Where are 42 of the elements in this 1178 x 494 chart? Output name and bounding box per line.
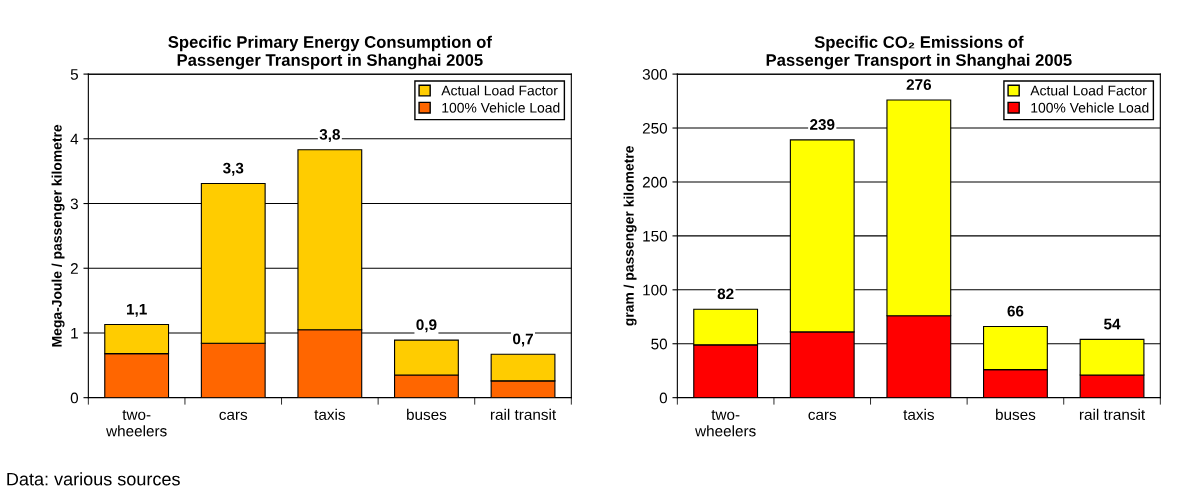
y-tick-label: 2 <box>70 263 78 274</box>
x-tick-label: two- wheelers <box>695 409 756 437</box>
total-label: 0,7 <box>513 333 533 347</box>
legend-label: 100% Vehicle Load <box>1031 102 1149 113</box>
y-tick-label: 0 <box>659 392 668 404</box>
y-tick-label: 3 <box>70 198 78 210</box>
x-tick-label: taxis <box>314 408 345 420</box>
y-axis-title: gram / passenger kilometre <box>623 146 637 326</box>
y-axis-title: Mega-Joule / passenger kilometre <box>51 124 65 347</box>
y-tick-label: 250 <box>642 122 668 134</box>
y-tick-label: 150 <box>643 230 668 242</box>
total-label: 3,3 <box>222 162 244 176</box>
text: Data: various sources <box>7 472 180 486</box>
legend-label: Actual Load Factor <box>441 85 558 96</box>
y-tick-label: 4 <box>70 133 79 145</box>
y-tick-label: 200 <box>642 176 668 188</box>
x-tick-label: buses <box>996 408 1036 420</box>
x-tick-label: cars <box>219 411 248 420</box>
x-tick-label: cars <box>808 411 837 420</box>
total-label: 82 <box>717 288 734 300</box>
y-tick-label: 100 <box>643 284 668 296</box>
legend-label: Actual Load Factor <box>1030 85 1147 96</box>
y-tick-label: 50 <box>651 338 668 350</box>
x-tick-label: buses <box>407 408 447 420</box>
y-tick-label: 300 <box>642 68 668 80</box>
total-label: 66 <box>1007 305 1024 317</box>
total-label: 276 <box>906 79 932 91</box>
x-tick-label: two- wheelers <box>106 409 167 437</box>
total-label: 54 <box>1104 318 1121 330</box>
y-tick-label: 5 <box>70 69 78 80</box>
chart-title: Specific CO₂ Emissions of Passenger Transport in Shanghai 2005 <box>766 35 1072 70</box>
total-label: 1,1 <box>126 303 147 317</box>
y-tick-label: 1 <box>71 327 78 339</box>
chart-title: Specific Primary Energy Consumption of Passenger Transport in Shanghai 2005 <box>168 35 492 70</box>
total-label: 0,9 <box>416 319 437 333</box>
x-tick-label: taxis <box>903 408 934 420</box>
total-label: 3,8 <box>319 129 340 143</box>
x-tick-label: rail transit <box>490 408 557 420</box>
legend-label: 100% Vehicle Load <box>442 102 560 113</box>
x-tick-label: rail transit <box>1079 408 1146 420</box>
y-tick-label: 0 <box>70 392 79 404</box>
total-label: 239 <box>810 119 835 130</box>
